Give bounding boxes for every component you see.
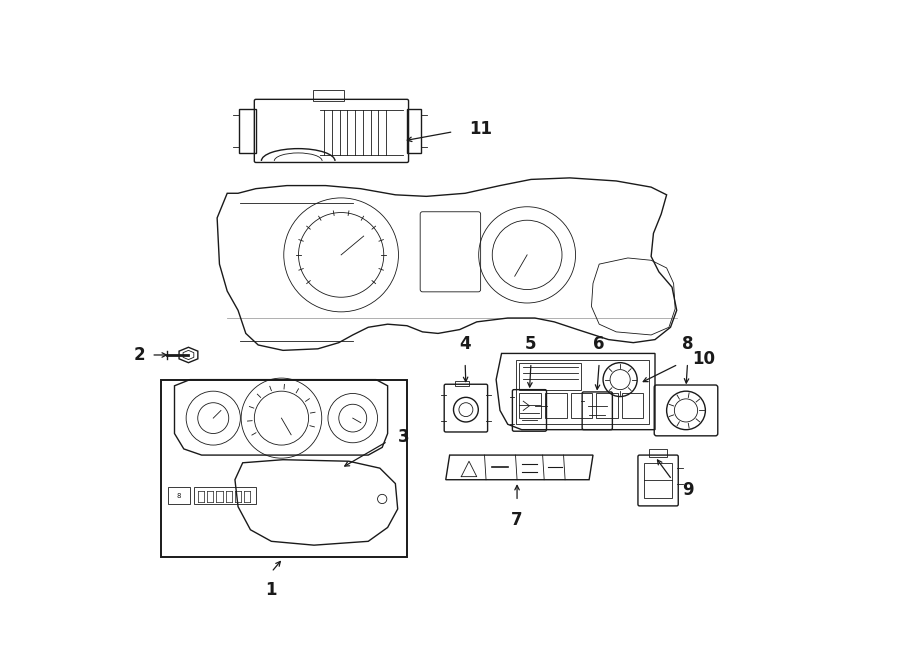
Text: 8: 8 (177, 493, 182, 499)
Bar (649, 449, 668, 457)
Text: 5: 5 (526, 334, 536, 353)
Text: 9: 9 (682, 481, 694, 499)
Bar (644, 463, 672, 498)
Text: 2: 2 (133, 346, 145, 364)
Bar (622, 393, 644, 418)
Bar (160, 379, 407, 557)
Bar (168, 487, 190, 504)
Bar (194, 487, 256, 504)
Text: 1: 1 (266, 582, 277, 600)
Text: 11: 11 (469, 120, 492, 138)
Bar (571, 393, 592, 418)
Text: 6: 6 (593, 334, 605, 353)
Text: 3: 3 (398, 428, 410, 446)
Text: 8: 8 (682, 334, 693, 353)
Bar (596, 393, 617, 418)
Bar (455, 381, 469, 386)
Text: 7: 7 (511, 510, 523, 529)
Text: 10: 10 (692, 350, 716, 368)
Bar (516, 360, 649, 424)
Text: 4: 4 (459, 334, 471, 353)
Bar (313, 90, 345, 101)
Bar (545, 393, 567, 418)
Bar (519, 393, 541, 418)
Bar (519, 363, 581, 389)
